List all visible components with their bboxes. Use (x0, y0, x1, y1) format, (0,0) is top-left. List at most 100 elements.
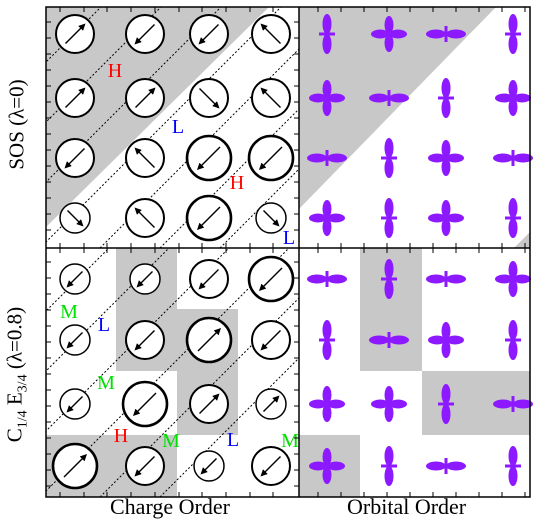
spin-arrow (134, 147, 155, 168)
orbital-h (307, 271, 347, 287)
dashed-line (46, 248, 170, 372)
y-top-prefix: SOS ( (4, 118, 29, 170)
orbital-lobe (508, 340, 518, 360)
orbital-c (371, 386, 407, 422)
orbital-v (381, 198, 397, 238)
order-label-M: M (97, 372, 115, 394)
orbital-lobe (508, 80, 518, 98)
orbital-lobe (322, 98, 332, 116)
orbital-lobe (327, 399, 345, 409)
orbital-lobe (322, 466, 332, 484)
orbital-lobe (384, 158, 394, 178)
order-label-L: L (98, 314, 110, 336)
orbital-lobe (426, 29, 446, 39)
spin-arrow (260, 456, 281, 477)
y-bottom-lambda: (λ=0.8) (2, 306, 27, 370)
orbital-v (438, 384, 454, 424)
orbital-ring (438, 96, 454, 100)
orbital-ring (511, 150, 515, 166)
orbital-ring (381, 464, 397, 468)
x-label-orbital-order: Orbital Order (347, 494, 467, 519)
dashed-line (46, 248, 290, 492)
y-top-lambda: λ (4, 108, 29, 119)
orbital-lobe (389, 335, 409, 345)
orbital-lobe (513, 274, 531, 284)
orbital-lobe (428, 335, 446, 345)
spin-arrow (260, 87, 281, 108)
shaded-region-top-left (46, 7, 269, 227)
order-label-L: L (283, 227, 295, 249)
orbital-lobe (441, 98, 451, 118)
orbital-lobe (384, 259, 394, 279)
orbital-ring (505, 216, 521, 220)
orbital-lobe (508, 466, 518, 486)
dashed-line (46, 7, 162, 123)
orbital-h (307, 150, 347, 166)
orbital-c (428, 140, 464, 176)
orbital-lobe (508, 446, 518, 466)
orbital-lobe (495, 93, 513, 103)
spin-arrow (197, 206, 221, 230)
orbital-h (426, 458, 466, 474)
spin-arrow (134, 207, 155, 228)
orbital-h (369, 90, 409, 106)
spin-arrow (259, 267, 283, 291)
spin-arrow (199, 393, 220, 414)
order-label-M: M (60, 301, 78, 323)
orbital-ring (505, 464, 521, 468)
y-bottom-e: E (2, 392, 27, 406)
spin-arrow (197, 328, 221, 352)
spin-arrow (136, 271, 153, 288)
x-label-charge-order: Charge Order (110, 494, 230, 519)
y-label-bottom: C1/4 E3/4 (λ=0.8) (2, 250, 31, 500)
orbital-lobe (426, 274, 446, 284)
orbital-ring (505, 338, 521, 342)
spin-arrow (263, 210, 280, 227)
orbital-lobe (513, 93, 531, 103)
orbital-lobe (441, 158, 451, 176)
order-label-L: L (172, 116, 184, 138)
orbital-h (369, 332, 409, 348)
orbital-h (493, 150, 533, 166)
order-label-M: M (162, 430, 180, 452)
orbital-lobe (389, 93, 409, 103)
orbital-lobe (513, 399, 533, 409)
orbital-ring (319, 338, 335, 342)
orbital-v (319, 14, 335, 54)
orbital-lobe (441, 340, 451, 358)
orbital-ring (444, 26, 448, 42)
orbital-lobe (441, 404, 451, 424)
spin-arrow (134, 330, 155, 351)
orbital-lobe (495, 274, 513, 284)
orbital-ring (387, 90, 391, 106)
orbital-lobe (327, 153, 347, 163)
orbital-ring (511, 396, 515, 412)
orbital-v (438, 78, 454, 118)
orbital-c (428, 322, 464, 358)
spin-arrow (66, 332, 83, 349)
orbital-lobe (322, 200, 332, 218)
orbital-lobe (307, 274, 327, 284)
spin-arrow (133, 392, 157, 416)
orbital-lobe (426, 461, 446, 471)
orbital-v (505, 198, 521, 238)
orbital-lobe (493, 399, 513, 409)
orbital-lobe (446, 153, 464, 163)
orbital-ring (438, 402, 454, 406)
spin-arrow (65, 87, 86, 108)
orbital-lobe (322, 320, 332, 340)
orbital-lobe (369, 335, 389, 345)
orbital-lobe (307, 153, 327, 163)
spin-arrow (263, 395, 280, 412)
orbital-c (428, 200, 464, 236)
y-bottom-e-sub: 3/4 (15, 374, 31, 393)
orbital-v (381, 446, 397, 486)
orbital-c (495, 80, 531, 116)
orbital-lobe (384, 34, 394, 52)
spin-arrow (198, 269, 219, 290)
spin-arrow (135, 87, 156, 108)
orbital-lobe (371, 29, 389, 39)
orbital-v (381, 138, 397, 178)
orbital-ring (319, 32, 335, 36)
